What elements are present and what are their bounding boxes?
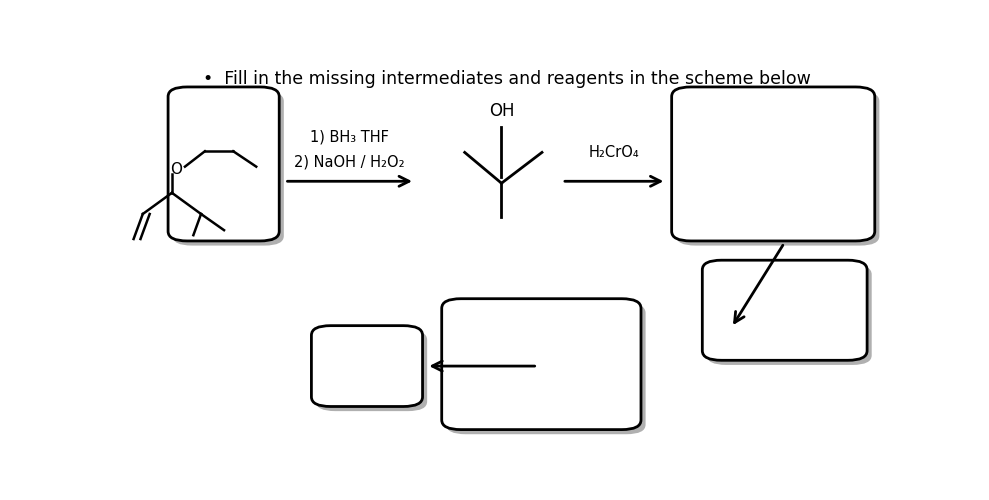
FancyBboxPatch shape (316, 330, 427, 411)
Text: H₂CrO₄: H₂CrO₄ (588, 145, 640, 160)
FancyBboxPatch shape (676, 92, 879, 246)
FancyBboxPatch shape (168, 87, 279, 241)
Text: 2) NaOH / H₂O₂: 2) NaOH / H₂O₂ (295, 154, 405, 170)
FancyBboxPatch shape (312, 326, 422, 406)
Text: •  Fill in the missing intermediates and reagents in the scheme below: • Fill in the missing intermediates and … (203, 70, 811, 87)
FancyBboxPatch shape (702, 260, 867, 360)
Text: 1) BH₃ THF: 1) BH₃ THF (311, 130, 390, 144)
FancyBboxPatch shape (672, 87, 874, 241)
FancyBboxPatch shape (173, 92, 284, 246)
FancyBboxPatch shape (442, 298, 641, 430)
Text: OH: OH (489, 102, 514, 119)
Text: O: O (170, 162, 182, 177)
FancyBboxPatch shape (446, 304, 646, 434)
FancyBboxPatch shape (707, 265, 871, 365)
